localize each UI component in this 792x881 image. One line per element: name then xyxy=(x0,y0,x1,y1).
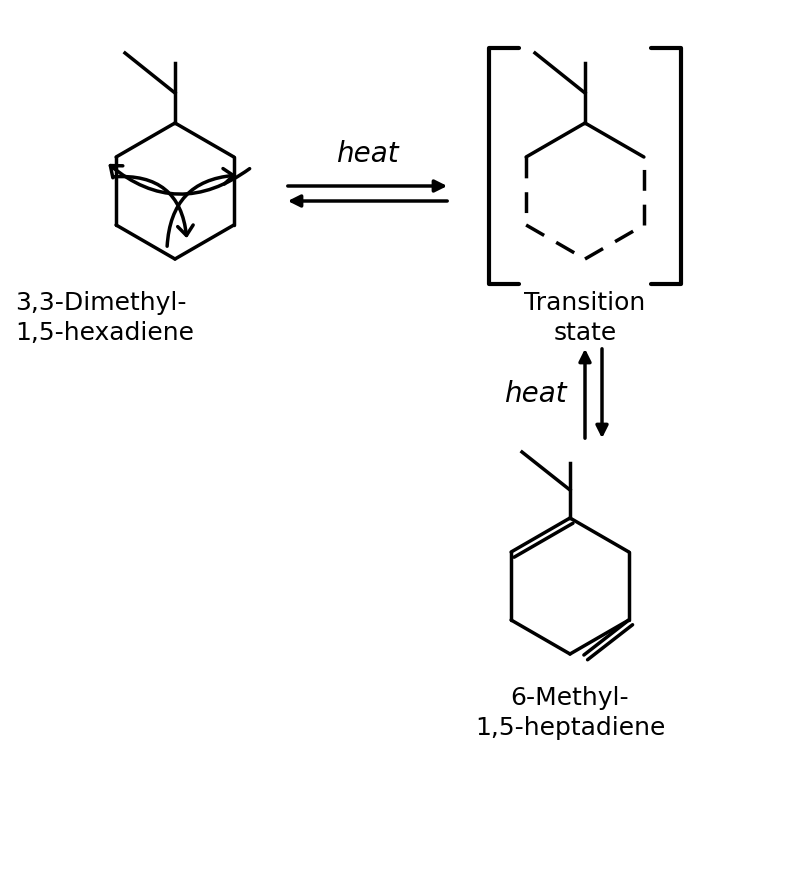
FancyArrowPatch shape xyxy=(110,166,249,194)
FancyArrowPatch shape xyxy=(114,176,193,235)
Text: heat: heat xyxy=(336,140,399,168)
Text: Transition
state: Transition state xyxy=(524,291,645,344)
Text: heat: heat xyxy=(505,380,567,408)
Text: 6-Methyl-
1,5-heptadiene: 6-Methyl- 1,5-heptadiene xyxy=(475,686,665,740)
Text: 3,3-Dimethyl-
1,5-hexadiene: 3,3-Dimethyl- 1,5-hexadiene xyxy=(15,291,194,344)
FancyArrowPatch shape xyxy=(167,168,234,246)
